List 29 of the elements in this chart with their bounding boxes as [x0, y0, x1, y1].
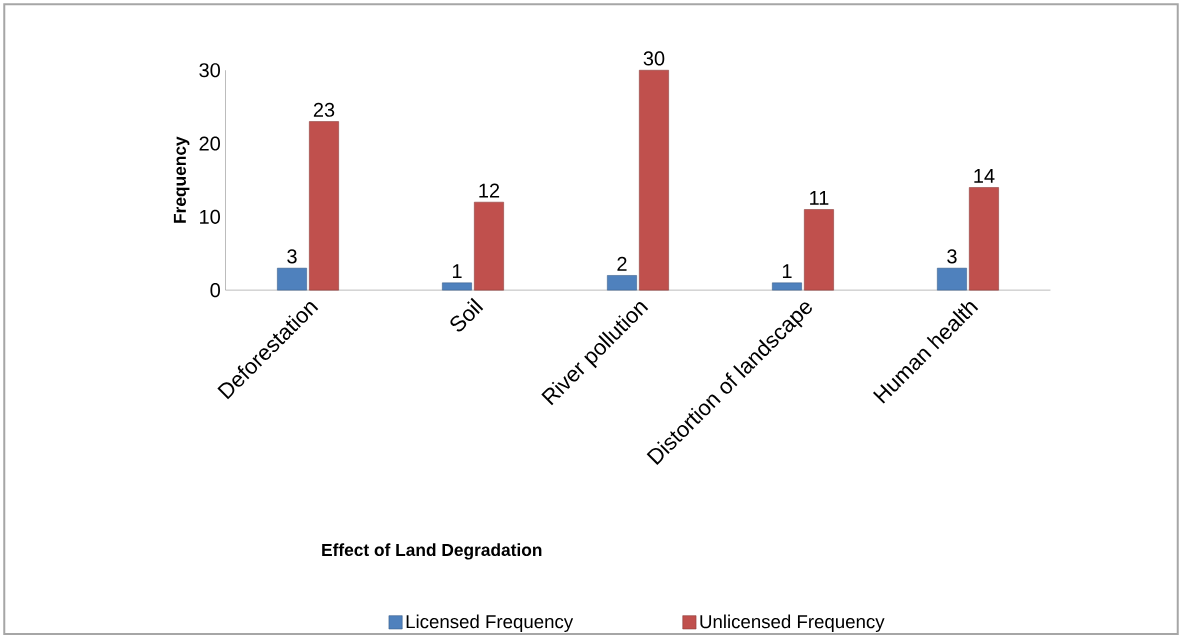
data-label: 14 [974, 168, 995, 183]
data-label: 2 [617, 256, 627, 271]
x-tick-label: Soil [450, 297, 484, 332]
y-axis-title: Frequency [173, 136, 190, 223]
data-label: 11 [810, 190, 829, 205]
bar [804, 209, 834, 291]
data-label: 1 [452, 264, 462, 278]
data-label: 12 [479, 183, 500, 198]
data-label: 30 [643, 51, 665, 66]
x-axis-title: Effect of Land Degradation [322, 543, 542, 560]
bar [937, 267, 967, 291]
legend-label: Licensed Frequency [406, 614, 574, 632]
bar [474, 201, 504, 291]
bar [639, 69, 669, 291]
y-tick-label: 10 [200, 209, 220, 224]
y-tick-label: 20 [199, 136, 220, 151]
bar [277, 267, 307, 291]
legend-label: Unlicensed Frequency [700, 614, 885, 632]
data-label: 1 [782, 264, 792, 278]
y-tick-label: 30 [199, 63, 220, 78]
bar [969, 187, 999, 291]
data-label: 23 [313, 102, 335, 117]
data-label: 3 [947, 249, 957, 264]
bar [772, 282, 802, 291]
bar [309, 121, 339, 291]
y-tick-label: 0 [210, 282, 220, 298]
bar [442, 282, 472, 291]
bar [607, 275, 637, 291]
data-label: 3 [287, 249, 297, 264]
